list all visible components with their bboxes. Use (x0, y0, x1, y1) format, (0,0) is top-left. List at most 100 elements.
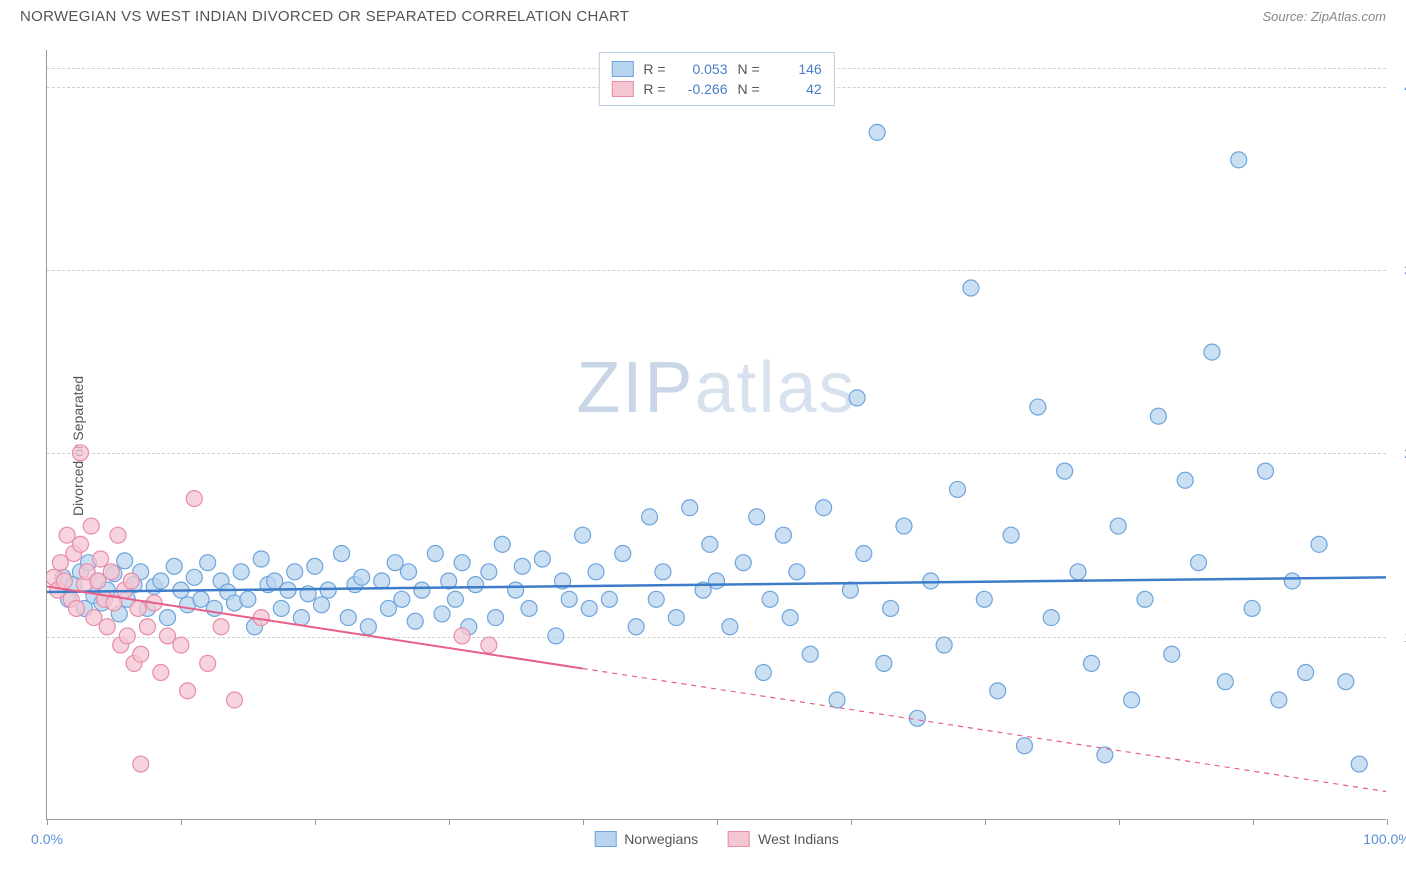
data-point (963, 280, 979, 296)
data-point (1016, 738, 1032, 754)
data-point (83, 518, 99, 534)
data-point (648, 591, 664, 607)
x-tick (1387, 819, 1388, 825)
x-tick-label: 0.0% (31, 831, 63, 847)
data-point (1003, 527, 1019, 543)
data-point (488, 610, 504, 626)
data-point (702, 536, 718, 552)
data-point (1217, 674, 1233, 690)
data-point (1164, 646, 1180, 662)
data-point (103, 564, 119, 580)
data-point (360, 619, 376, 635)
x-tick (315, 819, 316, 825)
x-tick (717, 819, 718, 825)
legend-r-label: R = (643, 61, 665, 77)
data-point (72, 445, 88, 461)
legend-label: West Indians (758, 831, 839, 847)
data-point (407, 613, 423, 629)
data-point (668, 610, 684, 626)
data-point (186, 569, 202, 585)
data-point (226, 692, 242, 708)
data-point (842, 582, 858, 598)
data-point (1244, 600, 1260, 616)
x-tick (985, 819, 986, 825)
data-point (816, 500, 832, 516)
data-point (68, 600, 84, 616)
data-point (548, 628, 564, 644)
data-point (802, 646, 818, 662)
data-point (775, 527, 791, 543)
data-point (123, 573, 139, 589)
data-point (1191, 555, 1207, 571)
data-point (534, 551, 550, 567)
data-point (117, 553, 133, 569)
data-point (514, 558, 530, 574)
data-point (240, 591, 256, 607)
data-point (1110, 518, 1126, 534)
data-point (575, 527, 591, 543)
data-point (782, 610, 798, 626)
data-point (200, 555, 216, 571)
data-point (990, 683, 1006, 699)
trend-line-extrapolated (583, 668, 1386, 791)
legend-n-label: N = (738, 61, 760, 77)
data-point (119, 628, 135, 644)
data-point (1070, 564, 1086, 580)
legend-r-value: -0.266 (676, 81, 728, 97)
data-point (273, 600, 289, 616)
data-point (253, 551, 269, 567)
data-point (581, 600, 597, 616)
y-tick-label: 30.0% (1394, 262, 1406, 278)
legend-item: Norwegians (594, 831, 698, 847)
data-point (883, 600, 899, 616)
data-point (1298, 665, 1314, 681)
data-point (56, 573, 72, 589)
legend-swatch (611, 61, 633, 77)
chart-header: NORWEGIAN VS WEST INDIAN DIVORCED OR SEP… (0, 0, 1406, 29)
data-point (427, 546, 443, 562)
x-tick (851, 819, 852, 825)
data-point (876, 655, 892, 671)
data-point (749, 509, 765, 525)
legend-row: R =-0.266N =42 (611, 79, 821, 99)
data-point (655, 564, 671, 580)
data-point (133, 756, 149, 772)
chart-plot-area: ZIPatlas R =0.053N =146R =-0.266N =42 No… (46, 50, 1386, 820)
data-point (682, 500, 698, 516)
legend-n-value: 42 (770, 81, 822, 97)
data-point (1150, 408, 1166, 424)
data-point (936, 637, 952, 653)
data-point (1338, 674, 1354, 690)
data-point (1137, 591, 1153, 607)
data-point (950, 481, 966, 497)
data-point (481, 564, 497, 580)
data-point (454, 628, 470, 644)
series-legend: Norwegians West Indians (594, 831, 839, 847)
data-point (628, 619, 644, 635)
data-point (153, 665, 169, 681)
legend-swatch (728, 831, 750, 847)
data-point (909, 710, 925, 726)
data-point (467, 577, 483, 593)
y-tick-label: 20.0% (1394, 445, 1406, 461)
scatter-plot-svg (47, 50, 1386, 819)
data-point (588, 564, 604, 580)
data-point (293, 610, 309, 626)
data-point (856, 546, 872, 562)
x-tick (47, 819, 48, 825)
legend-swatch (611, 81, 633, 97)
data-point (110, 527, 126, 543)
data-point (206, 600, 222, 616)
data-point (976, 591, 992, 607)
data-point (314, 597, 330, 613)
legend-swatch (594, 831, 616, 847)
y-tick-label: 10.0% (1394, 629, 1406, 645)
data-point (923, 573, 939, 589)
data-point (334, 546, 350, 562)
data-point (1124, 692, 1140, 708)
data-point (1057, 463, 1073, 479)
legend-r-label: R = (643, 81, 665, 97)
data-point (1204, 344, 1220, 360)
data-point (896, 518, 912, 534)
data-point (615, 546, 631, 562)
